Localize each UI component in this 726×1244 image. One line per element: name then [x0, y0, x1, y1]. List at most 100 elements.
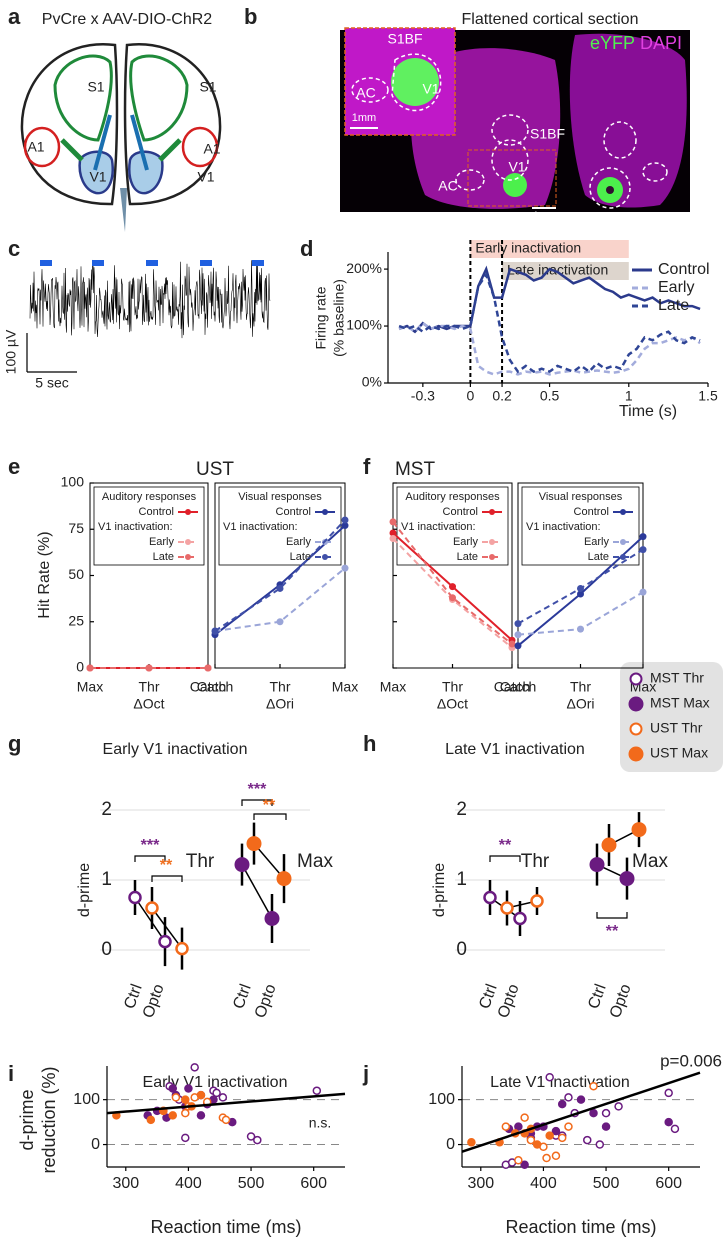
data-point — [86, 664, 94, 672]
legend-marker — [629, 722, 643, 736]
y-tick-label: 200% — [346, 260, 382, 276]
data-point — [542, 1153, 551, 1163]
data-point — [545, 1072, 554, 1082]
x-tick-label: Opto — [607, 982, 635, 1021]
data-point — [276, 618, 284, 626]
legend-label: Control — [574, 506, 609, 518]
connector — [241, 864, 273, 919]
data-point — [589, 1108, 598, 1118]
annotation: ** — [606, 923, 619, 940]
x-tick-label: 400 — [175, 1175, 202, 1192]
panel-label: a — [8, 4, 21, 29]
area-outline — [589, 167, 631, 209]
annotation: *** — [248, 781, 267, 798]
probe — [120, 188, 127, 232]
channel-label: DAPI — [640, 33, 682, 53]
area-outline — [642, 162, 668, 182]
data-point — [146, 1115, 156, 1125]
data-point — [601, 1108, 611, 1118]
legend-label: Control — [276, 506, 311, 518]
y-tick-label: 50 — [68, 566, 84, 582]
data-point — [204, 664, 212, 672]
data-point — [211, 627, 219, 635]
legend-title: Visual responses — [238, 491, 322, 503]
x-axis-label: Reaction time (ms) — [505, 1217, 656, 1237]
connector — [134, 897, 166, 943]
x-tick-label: Ctrl — [585, 982, 610, 1011]
fit-line — [461, 1071, 701, 1153]
y-tick-label: 25 — [68, 612, 84, 628]
area-label: S1BF — [387, 31, 422, 47]
area-outline — [455, 169, 485, 191]
data-point — [501, 1122, 511, 1131]
data-point — [276, 871, 292, 887]
x-tick-label: 300 — [467, 1175, 494, 1192]
legend-label: Early — [584, 536, 610, 548]
annotation: Late inactivation — [507, 262, 608, 278]
data-point — [526, 1135, 536, 1145]
legend-label: Early — [149, 536, 175, 548]
fit-line — [106, 1092, 346, 1115]
data-point — [467, 1138, 476, 1147]
data-point — [312, 1086, 322, 1095]
x-axis-label: Time (s) — [619, 403, 677, 420]
x-tick-label: 500 — [238, 1175, 265, 1192]
light-pulse — [40, 260, 52, 266]
data-point — [184, 1084, 193, 1093]
data-point — [483, 890, 497, 905]
data-point — [614, 1102, 623, 1111]
legend-label: Late — [588, 551, 609, 563]
x-tick-label: Catch — [500, 679, 537, 695]
data-point — [175, 941, 189, 956]
x-axis-label: ΔOri — [266, 696, 294, 712]
data-point — [181, 1095, 190, 1104]
channel-label: eYFP — [590, 33, 635, 53]
data-point — [595, 1140, 605, 1149]
data-point — [551, 1126, 561, 1136]
series-line — [398, 321, 701, 376]
data-point — [514, 642, 522, 650]
region-label: A1 — [203, 141, 220, 157]
data-point — [576, 1095, 586, 1104]
legend-label: Early — [286, 536, 312, 548]
data-point — [577, 590, 584, 598]
significance-bracket — [489, 855, 521, 862]
injection — [60, 138, 84, 162]
legend-label: UST Thr — [650, 720, 703, 736]
y-tick-label: 1 — [101, 869, 112, 890]
data-point — [639, 588, 647, 596]
data-point — [341, 564, 349, 572]
a1-outline — [23, 126, 61, 168]
x-tick-label: Catch — [494, 679, 531, 695]
data-point — [631, 822, 647, 838]
annotation: Max — [297, 851, 333, 872]
area-label: V1 — [422, 81, 439, 97]
x-tick-label: Opto — [252, 982, 280, 1021]
data-point — [341, 522, 349, 530]
data-point — [639, 533, 647, 541]
data-point — [500, 901, 514, 915]
chart-title: Early V1 inactivation — [143, 1074, 288, 1091]
x-tick-label: Thr — [442, 679, 463, 695]
y-axis-label: Hit Rate (%) — [36, 531, 53, 618]
region-label: V1 — [197, 169, 214, 185]
x-tick-label: Thr — [570, 679, 591, 695]
scale-label: 1mm — [533, 210, 557, 222]
panel-label: e — [8, 454, 20, 479]
data-point — [264, 911, 280, 926]
x-tick-label: Thr — [270, 679, 291, 695]
data-point — [171, 1093, 181, 1102]
data-point — [520, 1160, 529, 1170]
light-pulse — [252, 260, 264, 266]
injection — [158, 138, 182, 162]
annotation: Early inactivation — [475, 240, 581, 256]
legend-label: Control — [443, 506, 478, 518]
area-label: V1 — [508, 159, 525, 175]
inactivation-window — [470, 240, 629, 258]
data-point — [589, 857, 605, 873]
y-tick-label: 0 — [456, 939, 467, 960]
data-point — [520, 1113, 529, 1122]
y-tick-label: 100 — [61, 474, 85, 490]
y-tick-label: 2 — [101, 799, 112, 820]
area-outline — [491, 114, 529, 146]
